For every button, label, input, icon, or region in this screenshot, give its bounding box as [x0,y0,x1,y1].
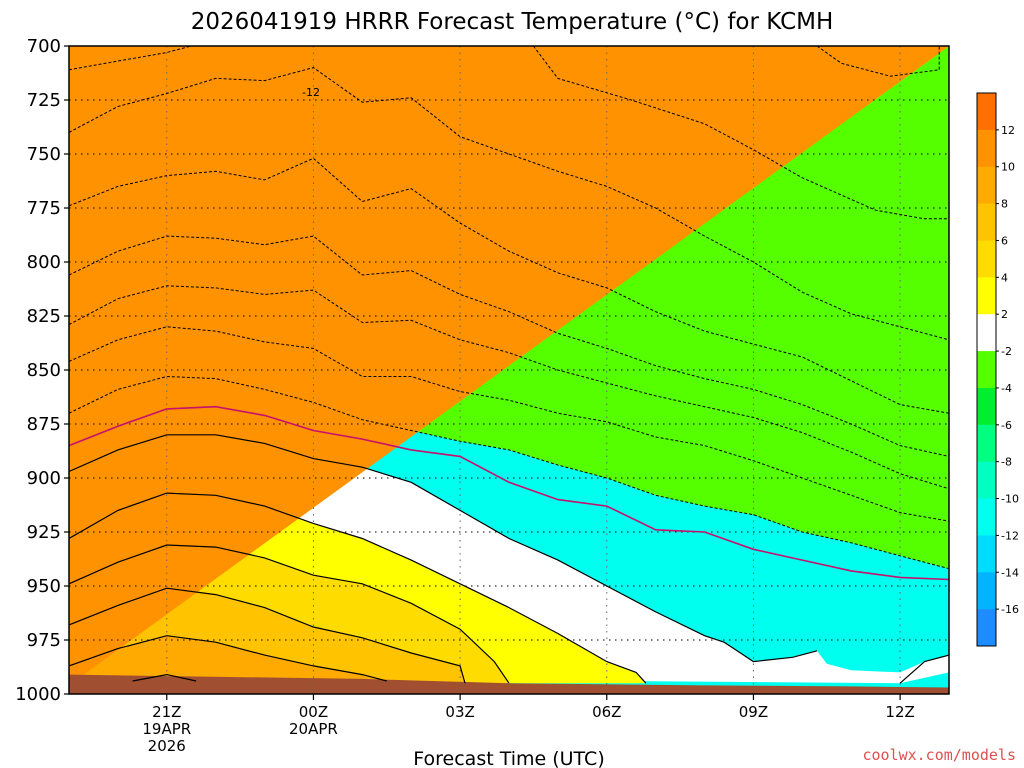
dashed-contours [69,46,949,570]
x-axis-title: Forecast Time (UTC) [413,748,604,768]
colorbar-swatch-2 [977,166,996,205]
colorbar-swatch-9 [977,424,996,463]
colorbar-label-13: -16 [1001,603,1019,616]
zero-contour-line [69,405,949,581]
colorbar-label-0: 12 [1001,124,1015,137]
y-axis: 700 725 750 775 800 825 850 875 900 925 950 975 1000 [15,36,69,705]
y-tick-label-975: 975 [27,630,61,651]
solid-contour-2 [69,492,647,684]
x-tick-label-12Z-0: 12Z [885,703,914,721]
colorbar: 12 10 8 6 4 2 -2 -4 -6 -8 -10 -12 -14 -16 [976,92,1019,647]
colorbar-label-12: -14 [1001,566,1019,579]
y-tick-label-750: 750 [27,144,61,165]
band-13 [69,46,949,686]
x-tick-label-00Z-0: 00Z [299,703,328,721]
colorbar-label-5: 2 [1001,308,1008,321]
plot-area: -12 [69,46,949,694]
colorbar-label-9: -8 [1001,456,1012,469]
ground-layer [69,674,949,694]
dashed-contour-4 [69,157,949,414]
colorbar-label-2: 8 [1001,198,1008,211]
colorbar-label-3: 6 [1001,234,1008,247]
solid-contour-3 [69,544,510,684]
y-tick-label-925: 925 [27,522,61,543]
y-tick-label-825: 825 [27,306,61,327]
x-tick-label-21Z-0: 21Z [152,703,181,721]
colorbar-swatch-7 [977,351,996,389]
solid-contours [69,434,949,684]
colorbar-label-7: -4 [1001,382,1012,395]
colorbar-swatch-12 [977,535,996,573]
colorbar-swatch-10 [977,461,996,500]
y-tick-label-700: 700 [27,36,61,57]
y-tick-label-1000: 1000 [15,684,61,705]
dashed-contour-3 [69,67,949,341]
y-tick-label-775: 775 [27,198,61,219]
x-tick-label-21Z-2: 2026 [148,737,186,755]
colorbar-swatch-6 [977,314,996,352]
dashed-contour-5 [69,235,949,457]
x-tick-label-09Z-0: 09Z [739,703,768,721]
solid-contour-4 [69,587,466,684]
solid-contour-0 [69,434,818,663]
colorbar-swatch-3 [977,203,996,241]
colorbar-swatch-1 [977,129,996,168]
solid-contour-1 [899,654,949,684]
y-tick-label-800: 800 [27,252,61,273]
colorbar-label-4: 4 [1001,271,1008,284]
ground [69,674,949,694]
colorbar-swatch-13 [977,572,996,610]
dashed-contour-1 [69,46,192,71]
contour-label: -12 [302,86,320,99]
dashed-contour-8 [69,375,949,570]
y-tick-label-850: 850 [27,360,61,381]
colorbar-frame [976,92,997,647]
temperature-bands [69,46,949,686]
colorbar-label-6: -2 [1001,345,1012,358]
colorbar-label-11: -12 [1001,529,1019,542]
dashed-contour-7 [69,326,949,522]
colorbar-label-8: -6 [1001,419,1012,432]
dashed-contour-2 [533,46,949,220]
zero-contour [69,405,949,581]
x-tick-label-03Z-0: 03Z [445,703,474,721]
y-tick-label-950: 950 [27,576,61,597]
x-tick-label-21Z-1: 19APR [142,720,191,738]
colorbar-swatch-11 [977,498,996,536]
colorbar-label-1: 10 [1001,161,1015,174]
x-tick-label-06Z-0: 06Z [592,703,621,721]
solid-contour-5 [69,635,387,682]
y-tick-label-900: 900 [27,468,61,489]
colorbar-swatch-0 [977,93,996,131]
colorbar-swatch-14 [977,609,996,647]
dashed-contour-0 [816,46,940,77]
solid-contour-6 [132,673,197,682]
y-tick-label-725: 725 [27,90,61,111]
colorbar-swatch-5 [977,277,996,315]
colorbar-swatch-4 [977,240,996,278]
x-tick-label-00Z-1: 20APR [289,720,338,738]
colorbar-label-10: -10 [1001,493,1019,506]
y-tick-label-875: 875 [27,414,61,435]
credit-text: coolwx.com/models [862,746,1016,764]
colorbar-swatch-8 [977,387,996,426]
chart-title: 2026041919 HRRR Forecast Temperature (°C… [191,9,834,35]
